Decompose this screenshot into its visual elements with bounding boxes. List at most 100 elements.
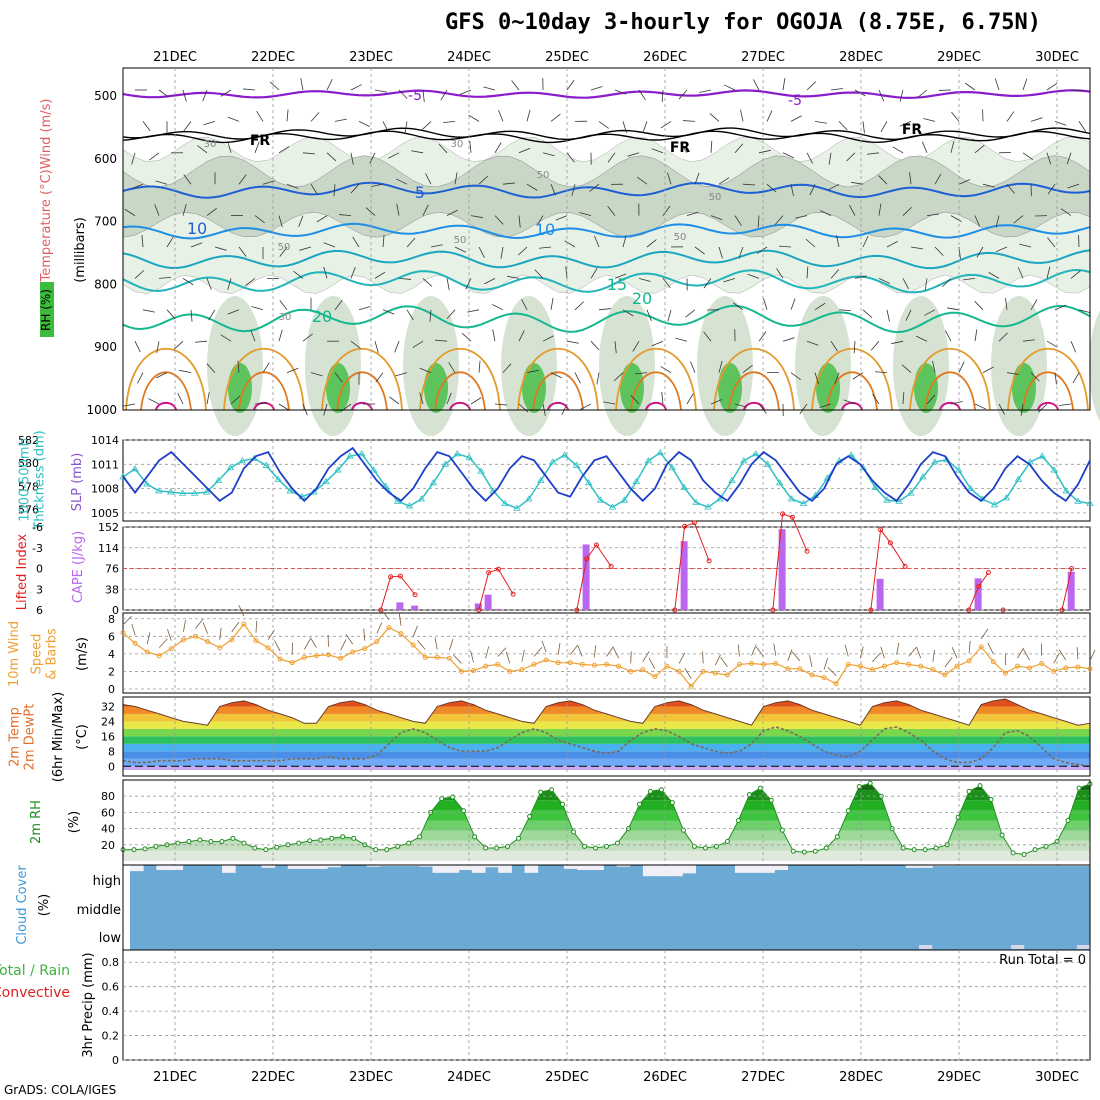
- wind-barb: [279, 246, 288, 257]
- rh2m-point: [988, 796, 994, 802]
- wind10m-barb: [167, 629, 172, 641]
- cape-bar: [494, 608, 502, 610]
- wind-barb: [206, 363, 216, 373]
- thickness-point: [596, 496, 605, 503]
- rh2m-point: [560, 801, 566, 807]
- rh-band: [123, 850, 1090, 861]
- axis-tick-label: 0: [36, 563, 43, 576]
- axis-tick-label: 580: [18, 457, 39, 470]
- wind-barb: [220, 334, 232, 342]
- wind-barb: [388, 152, 400, 159]
- rh-contour-label: 30: [451, 139, 464, 150]
- wind-barb: [862, 235, 869, 248]
- wind-barb: [149, 152, 160, 161]
- axis-tick-label: 8: [108, 613, 115, 626]
- axis-title-line: 10m Wind: [7, 621, 22, 687]
- cloud-bar-high: [984, 865, 999, 867]
- wind10m-barb: [122, 616, 132, 626]
- thickness-point: [656, 448, 664, 456]
- wind-barb: [1019, 243, 1032, 248]
- rh-contour-label: 50: [454, 235, 467, 246]
- cloud-bar-high: [1076, 865, 1091, 867]
- wind-barb: [202, 89, 208, 102]
- wind-barb: [206, 208, 217, 216]
- wind-barb: [518, 403, 529, 413]
- wind-barb: [550, 113, 561, 122]
- axis-tick-label: 114: [98, 542, 119, 555]
- wind-barb: [230, 395, 241, 405]
- axis-tick-label: middle: [77, 903, 121, 918]
- credit-text: GrADS: COLA/IGES: [4, 1083, 117, 1097]
- rh2m-point: [527, 813, 533, 819]
- wind-barb: [154, 204, 160, 216]
- cloud-bar-high: [748, 865, 762, 873]
- series-line-wind10m: [122, 622, 1091, 688]
- temperature-contour: [122, 89, 1091, 100]
- thickness-point: [250, 454, 259, 461]
- series-line-dewpoint: [122, 726, 1091, 768]
- wind10m-point: [579, 661, 585, 667]
- series-line-temp: [122, 698, 1091, 777]
- wind-barb: [710, 399, 723, 405]
- thickness-point: [334, 466, 342, 473]
- wind-barb: [404, 121, 408, 134]
- wind10m-point: [640, 667, 646, 673]
- wind-barb: [740, 109, 744, 122]
- wind-barb: [742, 364, 753, 373]
- wind-barb: [300, 78, 304, 91]
- wind10m-point: [458, 668, 464, 674]
- wind-barb: [613, 372, 624, 382]
- rh-cell-moist: [522, 363, 546, 414]
- thickness-point: [883, 496, 891, 503]
- rh-contour-label: 50: [278, 242, 291, 253]
- wind10m-point: [229, 637, 235, 643]
- wind-barb: [660, 121, 672, 129]
- wind-barb: [566, 340, 579, 344]
- rh-cell-moist: [816, 363, 840, 414]
- wind-barb: [137, 372, 144, 384]
- wind10m-barb: [131, 623, 136, 636]
- hot-contour: [743, 401, 765, 411]
- wind-barb: [389, 396, 400, 405]
- wind10m-point: [857, 663, 863, 669]
- thickness-point: [453, 450, 461, 457]
- wind10m-barb: [183, 619, 186, 632]
- wind-barb: [836, 235, 840, 248]
- wind-barb: [753, 79, 760, 91]
- wind10m-point: [736, 661, 742, 667]
- wind10m-barb: [823, 657, 828, 670]
- wind-barb: [942, 278, 952, 288]
- axis-title-line: 2m Temp: [8, 707, 23, 767]
- wind10m-barb: [577, 645, 583, 657]
- axis-tick-label: 1000: [86, 403, 117, 417]
- thickness-point: [202, 488, 211, 495]
- wind-barb: [279, 299, 288, 311]
- wind10m-point: [712, 670, 718, 676]
- wind-barb: [598, 308, 611, 311]
- wind-barb: [806, 340, 819, 346]
- date-label-top: 29DEC: [937, 50, 981, 65]
- cloud-bar-high: [734, 865, 749, 873]
- wind10m-point: [217, 645, 223, 651]
- wind-barb: [454, 246, 466, 253]
- wind10m-barb: [896, 642, 900, 655]
- wind-barb: [565, 266, 568, 279]
- date-label-bottom: 27DEC: [741, 1070, 785, 1085]
- wind-barb: [286, 109, 289, 122]
- date-label-top: 25DEC: [545, 50, 589, 65]
- warm-contour-outer: [223, 347, 305, 411]
- wind-barb: [206, 392, 210, 405]
- wind-barb: [430, 244, 443, 248]
- wind-barb: [964, 82, 976, 91]
- axis-tick-label: 3: [36, 583, 43, 596]
- wind-barb: [254, 402, 267, 405]
- wind10m-barb: [1089, 649, 1096, 661]
- axis-title-line: 2m RH: [29, 800, 44, 844]
- cloud-bar-high: [945, 865, 959, 867]
- wind-barb: [651, 148, 664, 154]
- rh-band: [123, 830, 1090, 841]
- rh2m-point: [702, 845, 708, 851]
- thickness-point: [954, 466, 963, 473]
- upper-air-panel-frame: [122, 67, 1091, 411]
- wind-barb: [182, 203, 187, 216]
